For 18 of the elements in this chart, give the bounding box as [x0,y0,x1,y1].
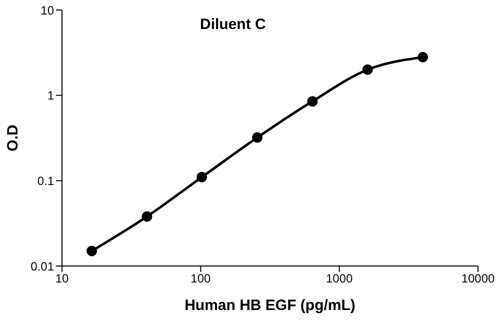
y-tick-label: 1 [47,88,54,103]
point [418,52,428,62]
x-axis-title: Human HB EGF (pg/mL) [184,297,356,314]
x-tick-label: 100 [190,272,211,286]
point [196,172,208,182]
y-tick-label: 0.01 [30,259,54,274]
x-tick-label: 10000 [461,272,496,286]
x-tick-label: 1000 [326,272,354,286]
point [86,246,98,256]
point [362,64,373,75]
point [142,211,152,222]
y-tick-label: 0.1 [37,174,54,188]
x-tick-label: 10 [55,272,69,286]
point [252,132,263,143]
chart-title: Diluent C [200,16,266,33]
y-tick-label: 10 [40,3,54,18]
y-axis-title: O.D [4,124,22,152]
point [307,96,318,107]
